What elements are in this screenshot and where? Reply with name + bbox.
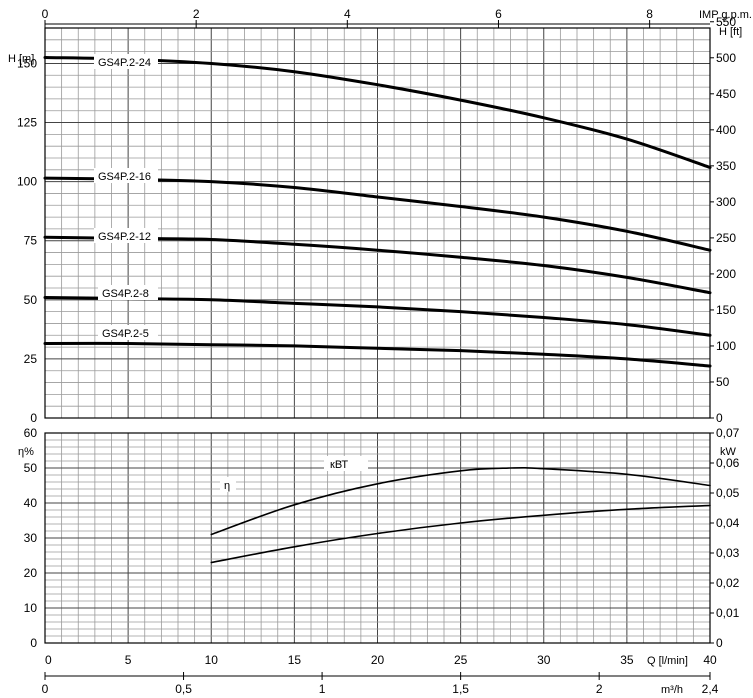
head-panel-border — [44, 27, 711, 419]
h-ft-tick-label: 350 — [716, 159, 736, 173]
q-tick-label: 10 — [205, 653, 219, 667]
q-tick-label: 15 — [288, 653, 302, 667]
imp-tick-label: 8 — [646, 7, 653, 21]
eta-tick-label: 0 — [30, 636, 37, 650]
efficiency-panel-border — [44, 432, 711, 644]
h-m-tick-label: 75 — [24, 234, 38, 248]
curve-label-kw: кВТ — [324, 456, 368, 471]
curve-label-gs4p-2-24: GS4P.2-24 — [94, 54, 158, 69]
h-m-tick-label: 100 — [17, 175, 37, 189]
h-ft-tick-label: 250 — [716, 231, 736, 245]
h-m-tick-label: 150 — [17, 56, 37, 70]
curve-label-gs4p-2-16: GS4P.2-16 — [94, 168, 158, 183]
m3h-tick-label: 0 — [42, 682, 49, 696]
curve-label-gs4p-2-8: GS4P.2-8 — [98, 285, 158, 300]
m3h-tick-label: 0,5 — [175, 682, 192, 696]
kw-tick-label: 0,04 — [716, 516, 740, 530]
h-ft-tick-label: 200 — [716, 267, 736, 281]
m3h-tick-label: 1,5 — [452, 682, 469, 696]
curve-label-text: GS4P.2-16 — [98, 171, 151, 183]
h-ft-tick-label: 300 — [716, 195, 736, 209]
q-tick-label: 0 — [45, 653, 52, 667]
h-ft-tick-label: 400 — [716, 123, 736, 137]
q-axis-label: Q [l/min] — [647, 655, 688, 667]
curve-label-text: GS4P.2-24 — [98, 57, 151, 69]
q-tick-label: 30 — [537, 653, 551, 667]
curve-label-text: GS4P.2-5 — [102, 328, 149, 340]
h-ft-tick-label: 100 — [716, 339, 736, 353]
m3h-tick-label: 1 — [319, 682, 326, 696]
h-m-tick-label: 25 — [24, 352, 38, 366]
kw-tick-label: 0,05 — [716, 486, 740, 500]
h-ft-axis-label: H [ft] — [719, 26, 742, 38]
imp-tick-label: 0 — [42, 7, 49, 21]
curve-label-gs4p-2-5: GS4P.2-5 — [98, 325, 158, 340]
imp-axis-label: IMP g.p.m. — [699, 9, 752, 21]
q-tick-label: 35 — [620, 653, 634, 667]
curve-label-text: GS4P.2-12 — [98, 231, 151, 243]
h-m-tick-label: 0 — [30, 411, 37, 425]
curve-label-text: кВТ — [330, 459, 348, 471]
q-tick-label: 5 — [125, 653, 132, 667]
h-m-axis-label: H [m] — [8, 53, 34, 65]
h-ft-tick-label: 50 — [716, 375, 730, 389]
imp-tick-label: 6 — [495, 7, 502, 21]
curve-label-eta: η — [220, 477, 236, 492]
kw-axis-label: kW — [720, 446, 737, 458]
curve-label-gs4p-2-12: GS4P.2-12 — [94, 228, 158, 243]
curve-label-text: GS4P.2-8 — [102, 288, 149, 300]
kw-tick-label: 0 — [716, 636, 723, 650]
head-curve-gs4p-2-5 — [43, 341, 712, 368]
h-ft-tick-label: 550 — [716, 15, 736, 29]
imp-tick-label: 2 — [193, 7, 200, 21]
q-tick-label: 20 — [371, 653, 385, 667]
h-ft-tick-label: 150 — [716, 303, 736, 317]
m3h-tick-label: 2 — [596, 682, 603, 696]
eta-tick-label: 60 — [24, 426, 38, 440]
imp-tick-label: 4 — [344, 7, 351, 21]
m3h-tick-label: 2,4 — [702, 682, 719, 696]
chart-frame — [44, 20, 714, 680]
eta-tick-label: 30 — [24, 531, 38, 545]
h-ft-tick-label: 500 — [716, 51, 736, 65]
eta-tick-label: 20 — [24, 566, 38, 580]
efficiency-curve — [210, 466, 711, 536]
h-ft-tick-label: 450 — [716, 87, 736, 101]
kw-tick-label: 0,06 — [716, 456, 740, 470]
power-curve — [210, 504, 711, 564]
h-m-tick-label: 125 — [17, 116, 37, 130]
eta-axis-label: η% — [18, 446, 34, 458]
h-ft-tick-label: 0 — [716, 411, 723, 425]
eta-tick-label: 40 — [24, 496, 38, 510]
h-m-tick-label: 50 — [24, 293, 38, 307]
eta-tick-label: 50 — [24, 461, 38, 475]
q-tick-label: 40 — [703, 653, 717, 667]
m3h-axis-label: m³/h — [661, 684, 683, 696]
kw-tick-label: 0,07 — [716, 426, 740, 440]
kw-tick-label: 0,02 — [716, 576, 740, 590]
eta-tick-label: 10 — [24, 601, 38, 615]
kw-tick-label: 0,01 — [716, 606, 740, 620]
kw-tick-label: 0,03 — [716, 546, 740, 560]
curve-label-text: η — [224, 480, 230, 492]
q-tick-label: 25 — [454, 653, 468, 667]
tick-labels: 0 2 4 6 802550751001251500501001502002503003… — [17, 7, 740, 696]
